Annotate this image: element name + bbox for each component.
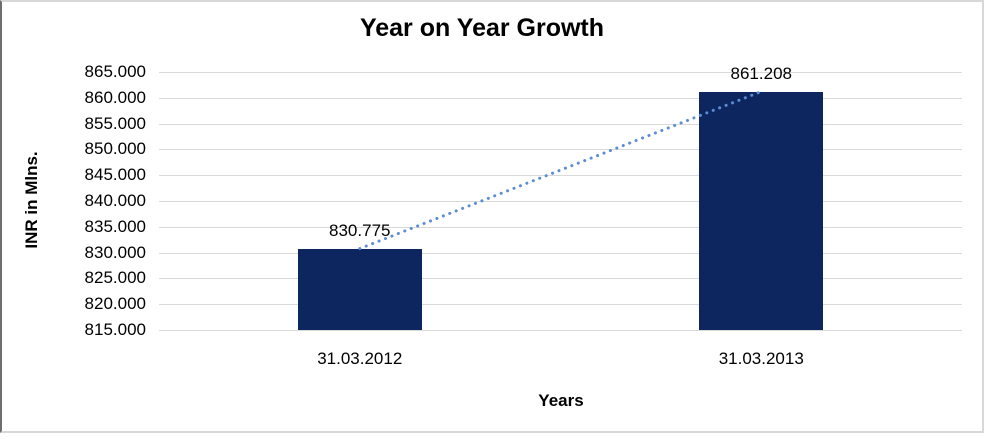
data-label: 861.208 xyxy=(730,63,792,83)
y-tick-label: 840.000 xyxy=(84,191,146,210)
y-tick-label: 845.000 xyxy=(84,165,146,185)
plot-area: 830.775 861.208 xyxy=(159,64,962,331)
x-tick-label: 31.03.2012 xyxy=(317,349,403,368)
y-tick-label: 825.000 xyxy=(84,268,146,288)
gridline xyxy=(159,175,962,177)
gridline xyxy=(159,252,962,254)
y-tick-label: 820.000 xyxy=(84,294,146,314)
y-tick-label: 855.000 xyxy=(84,113,146,133)
gridline xyxy=(159,123,962,125)
bar-31.03.2012 xyxy=(297,248,422,330)
gridline xyxy=(159,226,962,228)
y-tick-label: 815.000 xyxy=(84,320,146,339)
y-tick-label: 835.000 xyxy=(84,216,146,236)
gridline xyxy=(159,72,962,73)
chart-title: Year on Year Growth xyxy=(359,14,605,42)
gridline xyxy=(159,149,962,151)
data-label: 830.775 xyxy=(329,220,391,240)
bar-31.03.2013 xyxy=(699,91,824,330)
gridline xyxy=(159,201,962,202)
y-tick-label: 860.000 xyxy=(84,87,146,107)
x-tick-label: 31.03.2013 xyxy=(718,349,804,368)
trendline xyxy=(358,90,763,251)
gridline xyxy=(159,304,962,306)
gridline xyxy=(159,330,962,331)
y-tick-label: 865.000 xyxy=(84,62,146,81)
y-tick-label: 850.000 xyxy=(84,139,146,159)
x-axis-title: Years xyxy=(538,391,584,410)
y-tick-label: 830.000 xyxy=(84,242,146,262)
gridline xyxy=(159,97,962,99)
gridline xyxy=(159,278,962,280)
